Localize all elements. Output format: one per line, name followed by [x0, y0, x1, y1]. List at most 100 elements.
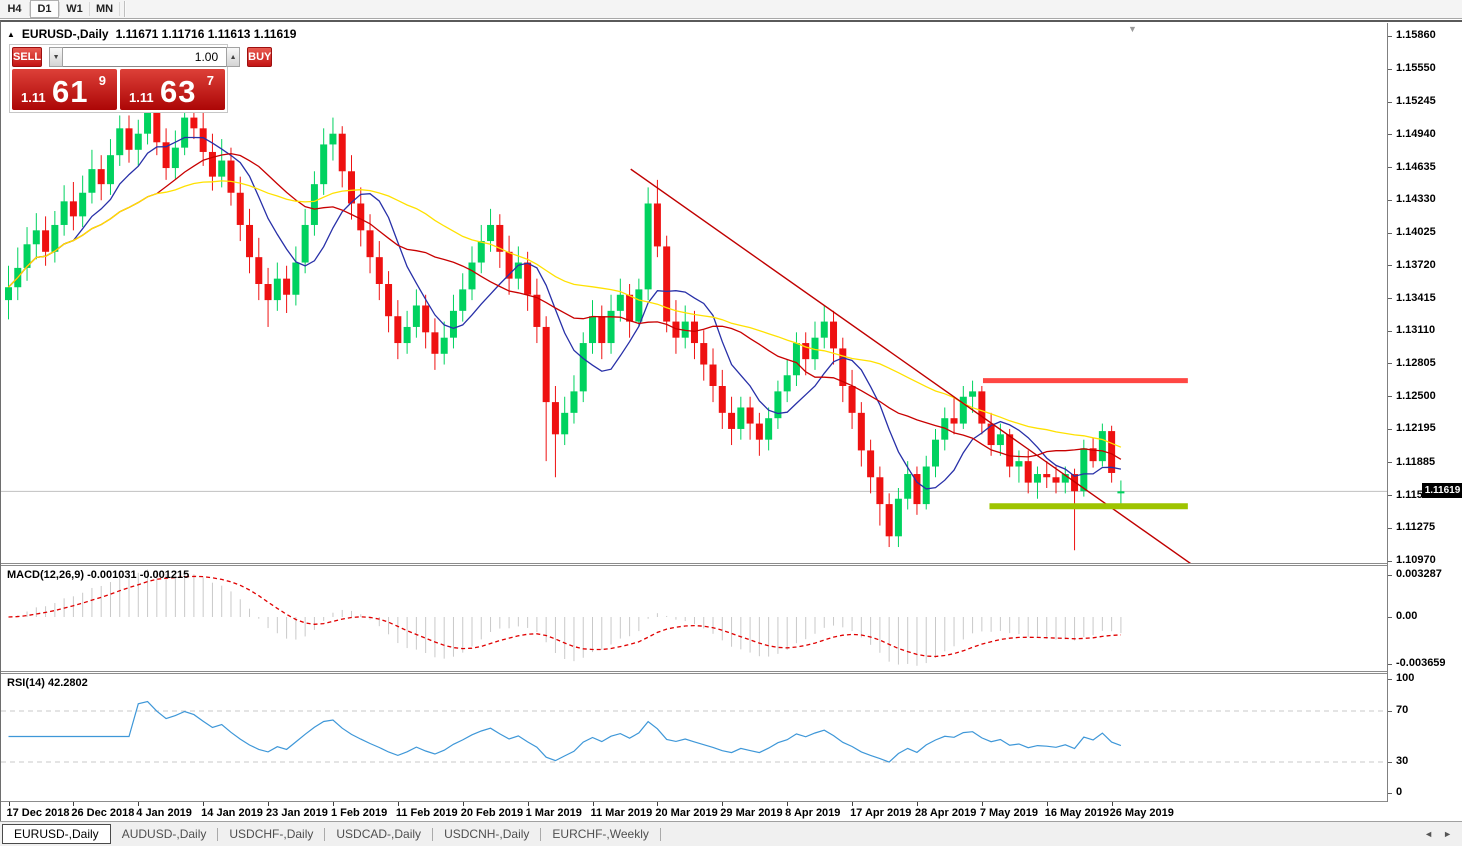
candle — [273, 262, 281, 311]
candle — [246, 208, 254, 274]
toolbar-groove — [124, 1, 126, 17]
date-tick — [8, 802, 10, 806]
date-tick — [1046, 802, 1048, 806]
tab-scroll-arrows: ◄ ► — [1424, 829, 1452, 839]
chart-tab-eurusd[interactable]: EURUSD-,Daily — [2, 824, 111, 844]
candle — [106, 139, 114, 195]
macd-name: MACD(12,26,9) — [7, 569, 85, 581]
candle — [449, 294, 457, 349]
chart-tab-usdchf[interactable]: USDCHF-,Daily — [229, 827, 314, 841]
candle — [950, 396, 958, 435]
candle — [876, 466, 884, 526]
candle — [431, 318, 439, 370]
candle — [857, 402, 865, 467]
axis-tick — [1388, 679, 1392, 680]
rsi-axis-label: 70 — [1396, 704, 1409, 716]
buy-button[interactable]: BUY — [247, 47, 273, 67]
chart-tab-usdcad[interactable]: USDCAD-,Daily — [336, 827, 422, 841]
chart-window[interactable]: ▲ EURUSD-,Daily 1.11671 1.11716 1.11613 … — [0, 20, 1462, 823]
pane-divider[interactable] — [1, 671, 1462, 672]
chart-shift-marker-icon[interactable]: ▼ — [1128, 24, 1137, 34]
date-axis[interactable]: 17 Dec 2018 26 Dec 2018 4 Jan 2019 14 Jan 2… — [1, 802, 1462, 823]
candle — [255, 237, 263, 301]
date-axis-label: 8 Apr 2019 — [785, 807, 841, 819]
candle — [97, 155, 105, 201]
candle — [913, 466, 921, 515]
sell-price-pipette: 9 — [98, 73, 106, 88]
candle — [700, 330, 708, 381]
date-axis-label: 14 Jan 2019 — [201, 807, 263, 819]
candle — [412, 289, 420, 338]
resistance-line[interactable] — [982, 378, 1188, 384]
tab-scroll-right-icon[interactable]: ► — [1443, 829, 1452, 839]
date-tick — [657, 802, 659, 806]
one-click-trading-panel: SELL ▼ ▲ BUY 1.11 61 9 1.11 63 7 — [9, 44, 273, 113]
collapse-panel-icon[interactable]: ▲ — [7, 29, 15, 39]
candle — [88, 149, 96, 204]
price-axis[interactable]: 1.15860 1.15550 1.15245 1.14940 1.14635 1.143… — [1387, 23, 1462, 802]
price-chart-canvas[interactable] — [1, 23, 1387, 563]
toolbar-separator — [59, 2, 60, 16]
candle — [1061, 466, 1069, 494]
axis-tick — [1388, 396, 1392, 398]
pane-divider[interactable] — [1, 563, 1462, 564]
volume-input[interactable] — [63, 47, 227, 67]
candle — [533, 278, 541, 344]
price-axis-label: 1.11885 — [1396, 455, 1436, 468]
candle — [218, 139, 226, 188]
volume-increase-button[interactable]: ▲ — [226, 47, 241, 67]
timeframe-button-d1[interactable]: D1 — [30, 0, 59, 18]
support-line[interactable] — [989, 503, 1188, 510]
price-axis-label: 1.14635 — [1396, 160, 1436, 173]
timeframe-button-w1[interactable]: W1 — [66, 3, 83, 15]
sell-price-tile[interactable]: 1.11 61 9 — [12, 69, 117, 110]
macd-axis-label: -0.003659 — [1396, 656, 1446, 669]
candle — [653, 179, 661, 258]
candle — [385, 271, 393, 333]
candle — [885, 493, 893, 548]
candle — [199, 112, 207, 166]
candle — [310, 171, 318, 236]
date-axis-label: 23 Jan 2019 — [266, 807, 328, 819]
current-price-tag: 1.11619 — [1422, 483, 1462, 499]
chart-tab-usdcnh[interactable]: USDCNH-,Daily — [444, 827, 530, 841]
price-axis-label: 1.13110 — [1396, 324, 1436, 337]
tab-separator — [217, 827, 219, 841]
macd-pane-canvas[interactable] — [1, 565, 1387, 671]
axis-tick — [1388, 330, 1392, 332]
timeframe-button-mn[interactable]: MN — [95, 3, 114, 15]
toolbar-separator — [119, 2, 120, 16]
date-tick — [787, 802, 789, 806]
date-axis-label: 20 Feb 2019 — [460, 807, 524, 819]
volume-decrease-button[interactable]: ▼ — [49, 47, 64, 67]
date-tick — [592, 802, 594, 806]
axis-tick — [1388, 232, 1392, 234]
chart-tab-eurchf[interactable]: EURCHF-,Weekly — [552, 827, 649, 841]
fast-ma-line — [8, 136, 1122, 490]
candle — [616, 278, 624, 322]
pane-divider — [1, 801, 1462, 802]
candle — [551, 386, 559, 478]
price-axis-label: 1.13720 — [1396, 258, 1436, 271]
date-axis-label: 4 Jan 2019 — [136, 807, 192, 819]
axis-tick — [1388, 167, 1392, 169]
chart-tab-audusd[interactable]: AUDUSD-,Daily — [121, 827, 207, 841]
candle — [292, 246, 300, 306]
descending-trendline[interactable] — [630, 168, 1192, 563]
candle — [830, 310, 838, 365]
date-tick — [203, 802, 205, 806]
tab-separator — [324, 827, 326, 841]
candle — [644, 187, 652, 301]
rsi-pane-canvas[interactable] — [1, 673, 1387, 801]
candle — [1015, 450, 1023, 483]
timeframe-button-h4[interactable]: H4 — [7, 3, 22, 15]
candle — [579, 332, 587, 403]
macd-axis-label: 0.00 — [1396, 610, 1418, 622]
candle — [5, 265, 12, 320]
price-axis-label: 1.13415 — [1396, 291, 1436, 304]
date-axis-label: 17 Apr 2019 — [850, 807, 912, 819]
candle — [690, 310, 698, 360]
sell-button[interactable]: SELL — [12, 47, 43, 67]
buy-price-tile[interactable]: 1.11 63 7 — [120, 69, 225, 110]
tab-scroll-left-icon[interactable]: ◄ — [1424, 829, 1434, 839]
